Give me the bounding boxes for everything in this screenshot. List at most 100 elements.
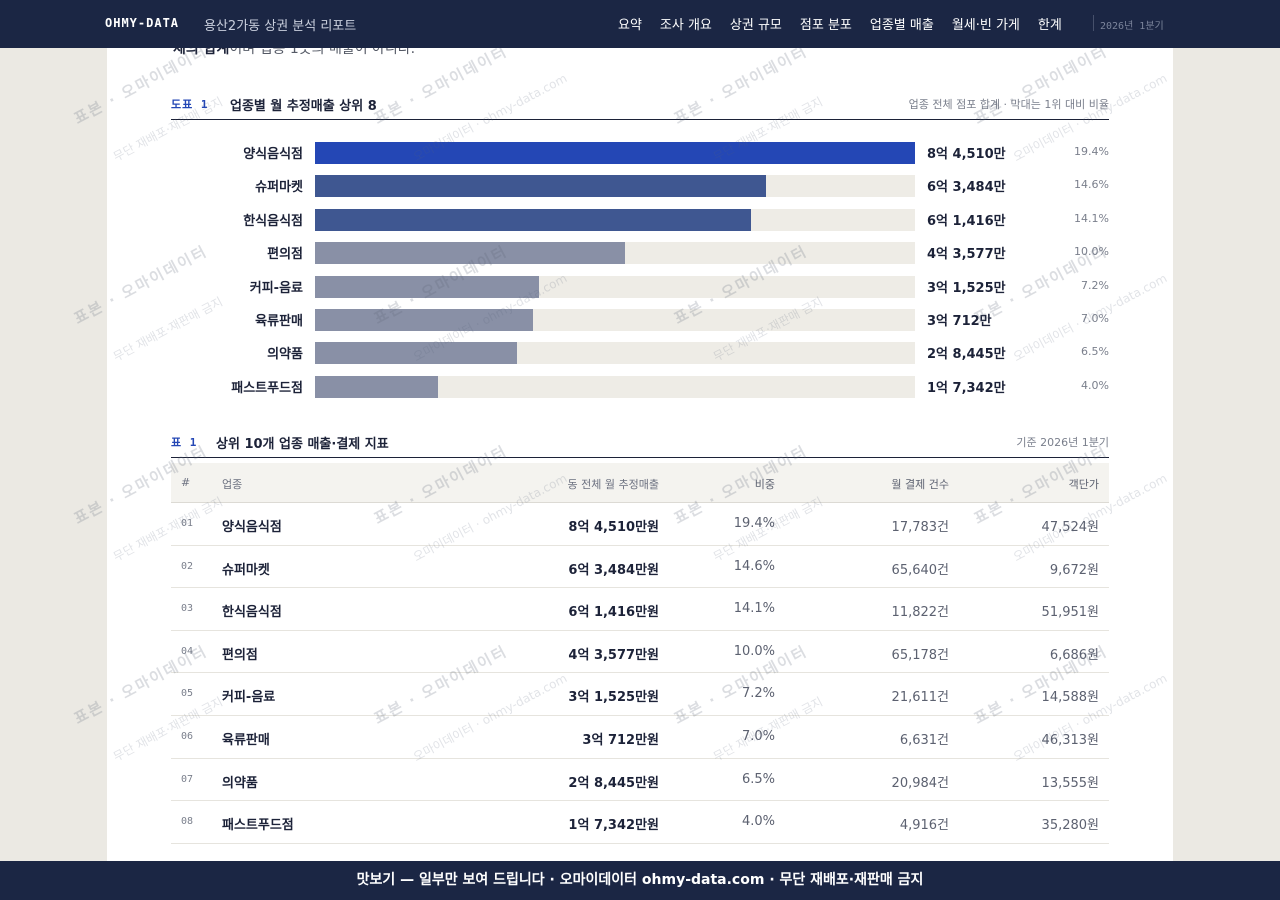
bar-share-label: 4.0% <box>1081 378 1109 392</box>
cell-sales: 4억 3,577만원 <box>568 647 659 663</box>
cell-industry: 의약품 <box>222 775 258 791</box>
cell-avg-spend: 47,524원 <box>1041 520 1099 535</box>
cell-sales: 6억 1,416만원 <box>568 605 659 621</box>
bar-category-label: 패스트푸드점 <box>231 380 303 396</box>
bar-row: 패스트푸드점 1억 7,342만 4.0% <box>171 374 1109 398</box>
cell-avg-spend: 13,555원 <box>1041 775 1099 791</box>
cell-share: 10.0% <box>733 643 775 659</box>
cell-share: 14.1% <box>733 601 775 617</box>
table-row[interactable]: 05 커피-음료 3억 1,525만원 7.2% 21,611건 14,588원 <box>171 673 1109 716</box>
bar-share-label: 6.5% <box>1081 345 1109 359</box>
nav-item-rent-vacancy[interactable]: 월세·빈 가게 <box>951 18 1020 33</box>
cell-avg-spend: 51,951원 <box>1041 605 1099 621</box>
table-row[interactable]: 01 양식음식점 8억 4,510만원 19.4% 17,783건 47,524원 <box>171 503 1109 546</box>
table-row[interactable]: 06 육류판매 3억 712만원 7.0% 6,631건 46,313원 <box>171 716 1109 759</box>
col-header-industry: 업종 <box>222 478 243 491</box>
section-nav: 요약 조사 개요 상권 규모 점포 분포 업종별 매출 월세·빈 가게 한계 <box>618 14 1080 33</box>
cell-rank: 03 <box>181 603 194 615</box>
table-row[interactable]: 04 편의점 4억 3,577만원 10.0% 65,178건 6,686원 <box>171 631 1109 674</box>
cell-payments: 11,822건 <box>891 605 949 621</box>
table-row[interactable]: 02 슈퍼마켓 6억 3,484만원 14.6% 65,640건 9,672원 <box>171 546 1109 589</box>
table-body: 01 양식음식점 8억 4,510만원 19.4% 17,783건 47,524원 02 슈퍼… <box>171 503 1109 844</box>
cell-payments: 20,984건 <box>891 775 949 791</box>
col-header-share: 비중 <box>754 478 775 491</box>
cell-share: 7.0% <box>741 728 775 744</box>
bar-track <box>315 275 915 298</box>
cell-avg-spend: 35,280원 <box>1041 818 1099 834</box>
cell-industry: 한식음식점 <box>222 605 282 621</box>
bar-track <box>315 375 915 398</box>
cell-sales: 1억 7,342만원 <box>568 818 659 834</box>
bar-track <box>315 342 915 365</box>
nav-item-store-distribution[interactable]: 점포 분포 <box>799 18 852 33</box>
bar-value-label: 6억 3,484만 <box>927 180 1006 196</box>
nav-item-sales-by-industry[interactable]: 업종별 매출 <box>869 18 934 33</box>
bar-share-label: 14.6% <box>1074 178 1109 192</box>
cell-share: 6.5% <box>741 771 775 787</box>
bar-category-label: 커피-음료 <box>249 280 303 296</box>
bar-category-label: 의약품 <box>267 347 303 363</box>
table-1-header: 표 1 상위 10개 업종 매출·결제 지표 기준 2026년 1분기 <box>171 434 1109 458</box>
cell-rank: 06 <box>181 730 194 742</box>
bar-row: 편의점 4억 3,577만 10.0% <box>171 240 1109 265</box>
cell-rank: 02 <box>181 560 194 572</box>
bar-row: 슈퍼마켓 6억 3,484만 14.6% <box>171 173 1109 198</box>
bar <box>315 208 752 231</box>
bar-value-label: 4억 3,577만 <box>927 247 1006 263</box>
cell-sales: 8억 4,510만원 <box>568 520 659 535</box>
bar <box>315 242 626 265</box>
cell-sales: 6억 3,484만원 <box>568 562 659 578</box>
bar-value-label: 6억 1,416만 <box>927 213 1006 229</box>
cell-avg-spend: 46,313원 <box>1041 732 1099 748</box>
bar <box>315 309 533 331</box>
bar-row: 한식음식점 6억 1,416만 14.1% <box>171 207 1109 231</box>
report-sheet: 체의 합계이며 업종 1곳의 매출이 아니다. 도표 1 업종별 월 추정매출 … <box>107 0 1173 900</box>
bar-track <box>315 175 915 198</box>
nav-item-market-size[interactable]: 상권 규모 <box>729 18 782 33</box>
cell-rank: 01 <box>181 518 194 529</box>
bar-share-label: 19.4% <box>1074 145 1109 158</box>
bar-share-label: 7.2% <box>1081 278 1109 292</box>
bar-row: 양식음식점 8억 4,510만 19.4% <box>171 140 1109 164</box>
cell-payments: 21,611건 <box>891 690 949 706</box>
bar-category-label: 양식음식점 <box>243 147 303 162</box>
bar-category-label: 한식음식점 <box>243 213 303 229</box>
cell-sales: 3억 712만원 <box>582 732 659 748</box>
cell-share: 14.6% <box>733 558 775 574</box>
cell-avg-spend: 6,686원 <box>1049 647 1099 663</box>
bar-track <box>315 309 915 331</box>
nav-item-summary[interactable]: 요약 <box>618 18 642 33</box>
nav-item-limitations[interactable]: 한계 <box>1037 18 1062 33</box>
cell-industry: 편의점 <box>222 647 258 663</box>
table-1-title: 상위 10개 업종 매출·결제 지표 <box>216 437 389 452</box>
col-header-rank: # <box>181 476 191 489</box>
bar-value-label: 2억 8,445만 <box>927 347 1006 363</box>
figure-1-title: 업종별 월 추정매출 상위 8 <box>230 99 377 114</box>
bar-row: 커피-음료 3억 1,525만 7.2% <box>171 274 1109 298</box>
bar-track <box>315 142 915 164</box>
cell-share: 19.4% <box>733 516 775 531</box>
cell-rank: 04 <box>181 645 194 657</box>
cell-industry: 슈퍼마켓 <box>222 562 270 578</box>
bar-row: 의약품 2억 8,445만 6.5% <box>171 340 1109 365</box>
table-row[interactable]: 07 의약품 2억 8,445만원 6.5% 20,984건 13,555원 <box>171 759 1109 802</box>
cell-share: 4.0% <box>741 814 775 830</box>
nav-item-overview[interactable]: 조사 개요 <box>659 18 712 33</box>
table-row[interactable]: 03 한식음식점 6억 1,416만원 14.1% 11,822건 51,951원 <box>171 588 1109 631</box>
cell-avg-spend: 9,672원 <box>1049 562 1099 578</box>
period-badge: 2026년 1분기 <box>1100 21 1164 32</box>
bar-track <box>315 242 915 265</box>
col-header-avg-spend: 객단가 <box>1068 478 1099 491</box>
bar-category-label: 슈퍼마켓 <box>255 180 303 196</box>
bar <box>315 375 438 398</box>
brand-logo[interactable]: OHMY-DATA <box>105 16 180 30</box>
table-row[interactable]: 08 패스트푸드점 1억 7,342만원 4.0% 4,916건 35,280원 <box>171 801 1109 844</box>
bar-share-label: 10.0% <box>1074 245 1109 259</box>
figure-1-header: 도표 1 업종별 월 추정매출 상위 8 업종 전체 점포 합계 · 막대는 1… <box>171 96 1109 120</box>
top-navigation-bar: OHMY-DATA 용산2가동 상권 분석 리포트 요약 조사 개요 상권 규모… <box>0 0 1280 48</box>
cell-avg-spend: 14,588원 <box>1041 690 1099 706</box>
bar <box>315 342 517 365</box>
cell-industry: 패스트푸드점 <box>222 818 294 834</box>
cell-payments: 65,640건 <box>891 562 949 578</box>
cell-rank: 05 <box>181 688 194 700</box>
